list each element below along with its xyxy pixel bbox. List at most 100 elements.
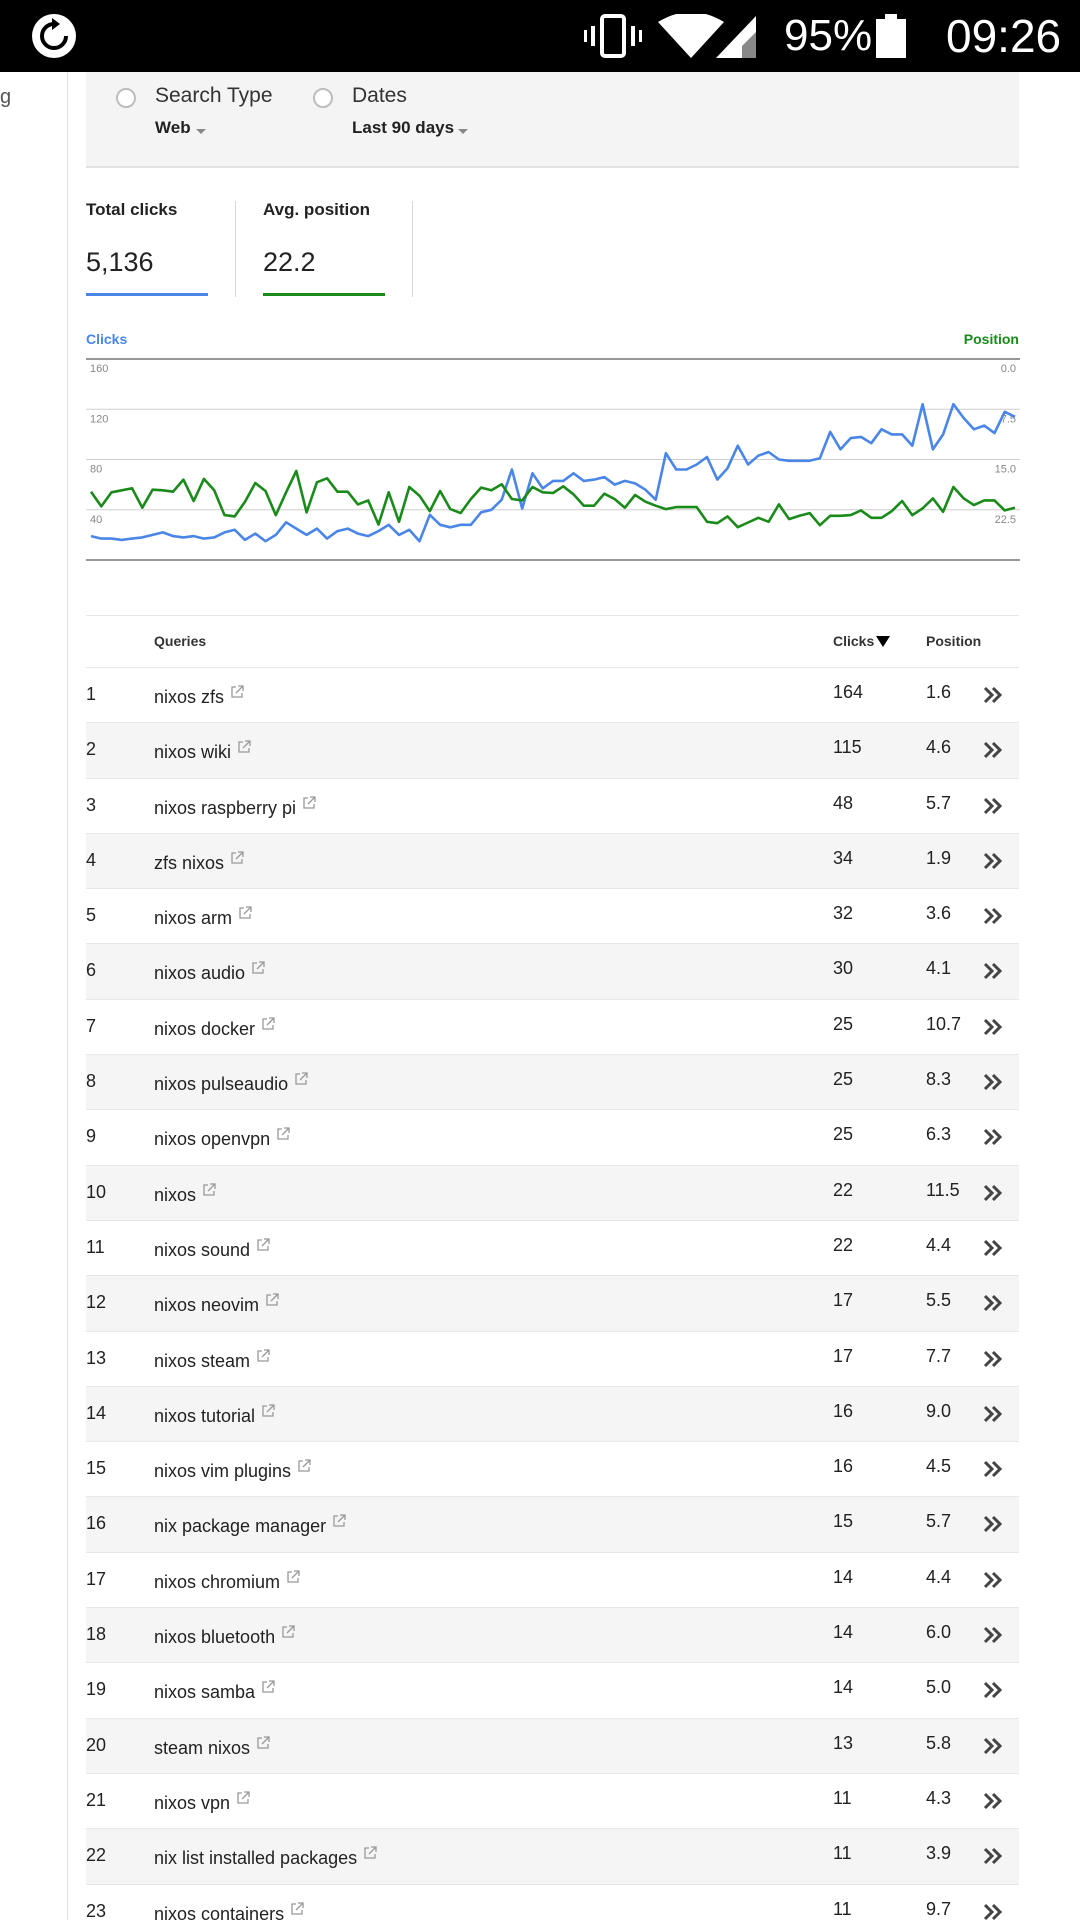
query-link[interactable]: nixos sound (154, 1238, 270, 1261)
query-text[interactable]: nixos sound (154, 1239, 251, 1260)
query-text[interactable]: nixos arm (154, 908, 233, 929)
query-link[interactable]: nix package manager (154, 1514, 346, 1537)
double-chevron-right-icon[interactable] (981, 1789, 1005, 1813)
query-link[interactable]: nixos docker (154, 1017, 275, 1040)
table-row[interactable]: 23 nixos containers 11 9.7 (86, 1883, 1019, 1920)
external-link-icon[interactable] (236, 1791, 250, 1805)
external-link-icon[interactable] (230, 685, 244, 699)
external-link-icon[interactable] (332, 1514, 346, 1528)
query-text[interactable]: nix package manager (154, 1516, 327, 1537)
query-link[interactable]: nixos bluetooth (154, 1625, 295, 1648)
query-link[interactable]: nixos vim plugins (154, 1459, 311, 1482)
query-text[interactable]: nixos samba (154, 1682, 256, 1703)
dates-dropdown-icon[interactable] (458, 129, 468, 134)
query-text[interactable]: nixos pulseaudio (154, 1074, 289, 1095)
query-text[interactable]: nixos raspberry pi (154, 797, 297, 818)
query-text[interactable]: nixos wiki (154, 742, 232, 763)
table-row[interactable]: 3 nixos raspberry pi 48 5.7 (86, 777, 1019, 833)
table-row[interactable]: 1 nixos zfs 164 1.6 (86, 667, 1019, 722)
double-chevron-right-icon[interactable] (981, 1457, 1005, 1481)
external-link-icon[interactable] (294, 1072, 308, 1086)
double-chevron-right-icon[interactable] (981, 849, 1005, 873)
query-text[interactable]: nixos docker (154, 1018, 256, 1039)
query-link[interactable]: nixos audio (154, 961, 265, 984)
query-link[interactable]: nixos vpn (154, 1791, 250, 1814)
external-link-icon[interactable] (237, 740, 251, 754)
query-link[interactable]: nixos samba (154, 1680, 275, 1703)
table-row[interactable]: 14 nixos tutorial 16 9.0 (86, 1385, 1019, 1442)
table-row[interactable]: 11 nixos sound 22 4.4 (86, 1219, 1019, 1275)
external-link-icon[interactable] (256, 1348, 270, 1363)
dates-title[interactable]: Dates (352, 84, 407, 107)
query-text[interactable]: nixos containers (154, 1903, 285, 1920)
query-link[interactable]: nixos tutorial (154, 1404, 275, 1427)
double-chevron-right-icon[interactable] (981, 1512, 1005, 1536)
table-row[interactable]: 16 nix package manager 15 5.7 (86, 1496, 1019, 1552)
query-text[interactable]: zfs nixos (154, 852, 225, 873)
query-text[interactable]: nixos vim plugins (154, 1461, 292, 1482)
query-link[interactable]: nixos arm (154, 906, 252, 929)
table-row[interactable]: 19 nixos samba 14 5.0 (86, 1662, 1019, 1717)
table-row[interactable]: 15 nixos vim plugins 16 4.5 (86, 1441, 1019, 1496)
dates-radio[interactable] (313, 88, 333, 108)
double-chevron-right-icon[interactable] (981, 1125, 1005, 1149)
query-link[interactable]: nixos pulseaudio (154, 1072, 308, 1095)
table-row[interactable]: 18 nixos bluetooth 14 6.0 (86, 1607, 1019, 1663)
table-row[interactable]: 6 nixos audio 30 4.1 (86, 943, 1019, 999)
double-chevron-right-icon[interactable] (981, 1568, 1005, 1592)
query-text[interactable]: nixos tutorial (154, 1405, 256, 1426)
query-text[interactable]: nixos steam (154, 1350, 251, 1371)
double-chevron-right-icon[interactable] (981, 1900, 1005, 1920)
external-link-icon[interactable] (251, 961, 265, 975)
table-row[interactable]: 2 nixos wiki 115 4.6 (86, 722, 1019, 778)
external-link-icon[interactable] (202, 1183, 216, 1197)
query-text[interactable]: nixos bluetooth (154, 1627, 276, 1648)
external-link-icon[interactable] (265, 1293, 279, 1307)
double-chevron-right-icon[interactable] (981, 794, 1005, 818)
table-row[interactable]: 22 nix list installed packages 11 3.9 (86, 1828, 1019, 1884)
external-link-icon[interactable] (261, 1404, 275, 1418)
table-row[interactable]: 17 nixos chromium 14 4.4 (86, 1551, 1019, 1607)
double-chevron-right-icon[interactable] (981, 738, 1005, 762)
external-link-icon[interactable] (290, 1901, 304, 1916)
query-link[interactable]: nixos containers (154, 1901, 304, 1920)
external-link-icon[interactable] (261, 1017, 275, 1031)
query-link[interactable]: nixos wiki (154, 740, 251, 763)
query-text[interactable]: nixos zfs (154, 687, 225, 707)
external-link-icon[interactable] (261, 1680, 275, 1694)
table-row[interactable]: 13 nixos steam 17 7.7 (86, 1330, 1019, 1386)
queries-header[interactable]: Queries (154, 633, 207, 649)
query-link[interactable]: zfs nixos (154, 851, 244, 874)
table-row[interactable]: 7 nixos docker 25 10.7 (86, 998, 1019, 1054)
query-text[interactable]: nixos neovim (154, 1295, 260, 1316)
search-type-dropdown-icon[interactable] (196, 129, 206, 134)
double-chevron-right-icon[interactable] (981, 1844, 1005, 1868)
double-chevron-right-icon[interactable] (981, 683, 1005, 707)
search-type-title[interactable]: Search Type (155, 84, 273, 107)
double-chevron-right-icon[interactable] (981, 1734, 1005, 1758)
double-chevron-right-icon[interactable] (981, 1015, 1005, 1039)
query-text[interactable]: nix list installed packages (154, 1848, 358, 1869)
search-type-radio[interactable] (116, 88, 136, 108)
query-text[interactable]: nixos audio (154, 963, 246, 984)
double-chevron-right-icon[interactable] (981, 959, 1005, 983)
query-link[interactable]: nixos (154, 1183, 216, 1206)
table-row[interactable]: 8 nixos pulseaudio 25 8.3 (86, 1054, 1019, 1110)
double-chevron-right-icon[interactable] (981, 1236, 1005, 1260)
double-chevron-right-icon[interactable] (981, 1181, 1005, 1205)
external-link-icon[interactable] (302, 795, 316, 810)
table-row[interactable]: 20 steam nixos 13 5.8 (86, 1717, 1019, 1773)
external-link-icon[interactable] (276, 1127, 290, 1141)
query-link[interactable]: nixos openvpn (154, 1127, 290, 1150)
external-link-icon[interactable] (230, 851, 244, 865)
double-chevron-right-icon[interactable] (981, 1678, 1005, 1702)
double-chevron-right-icon[interactable] (981, 1291, 1005, 1315)
clicks-header[interactable]: Clicks (833, 633, 891, 649)
query-text[interactable]: nixos (154, 1184, 197, 1205)
external-link-icon[interactable] (281, 1625, 295, 1639)
external-link-icon[interactable] (363, 1846, 377, 1860)
external-link-icon[interactable] (286, 1570, 300, 1584)
position-header[interactable]: Position (926, 633, 982, 649)
double-chevron-right-icon[interactable] (981, 1623, 1005, 1647)
